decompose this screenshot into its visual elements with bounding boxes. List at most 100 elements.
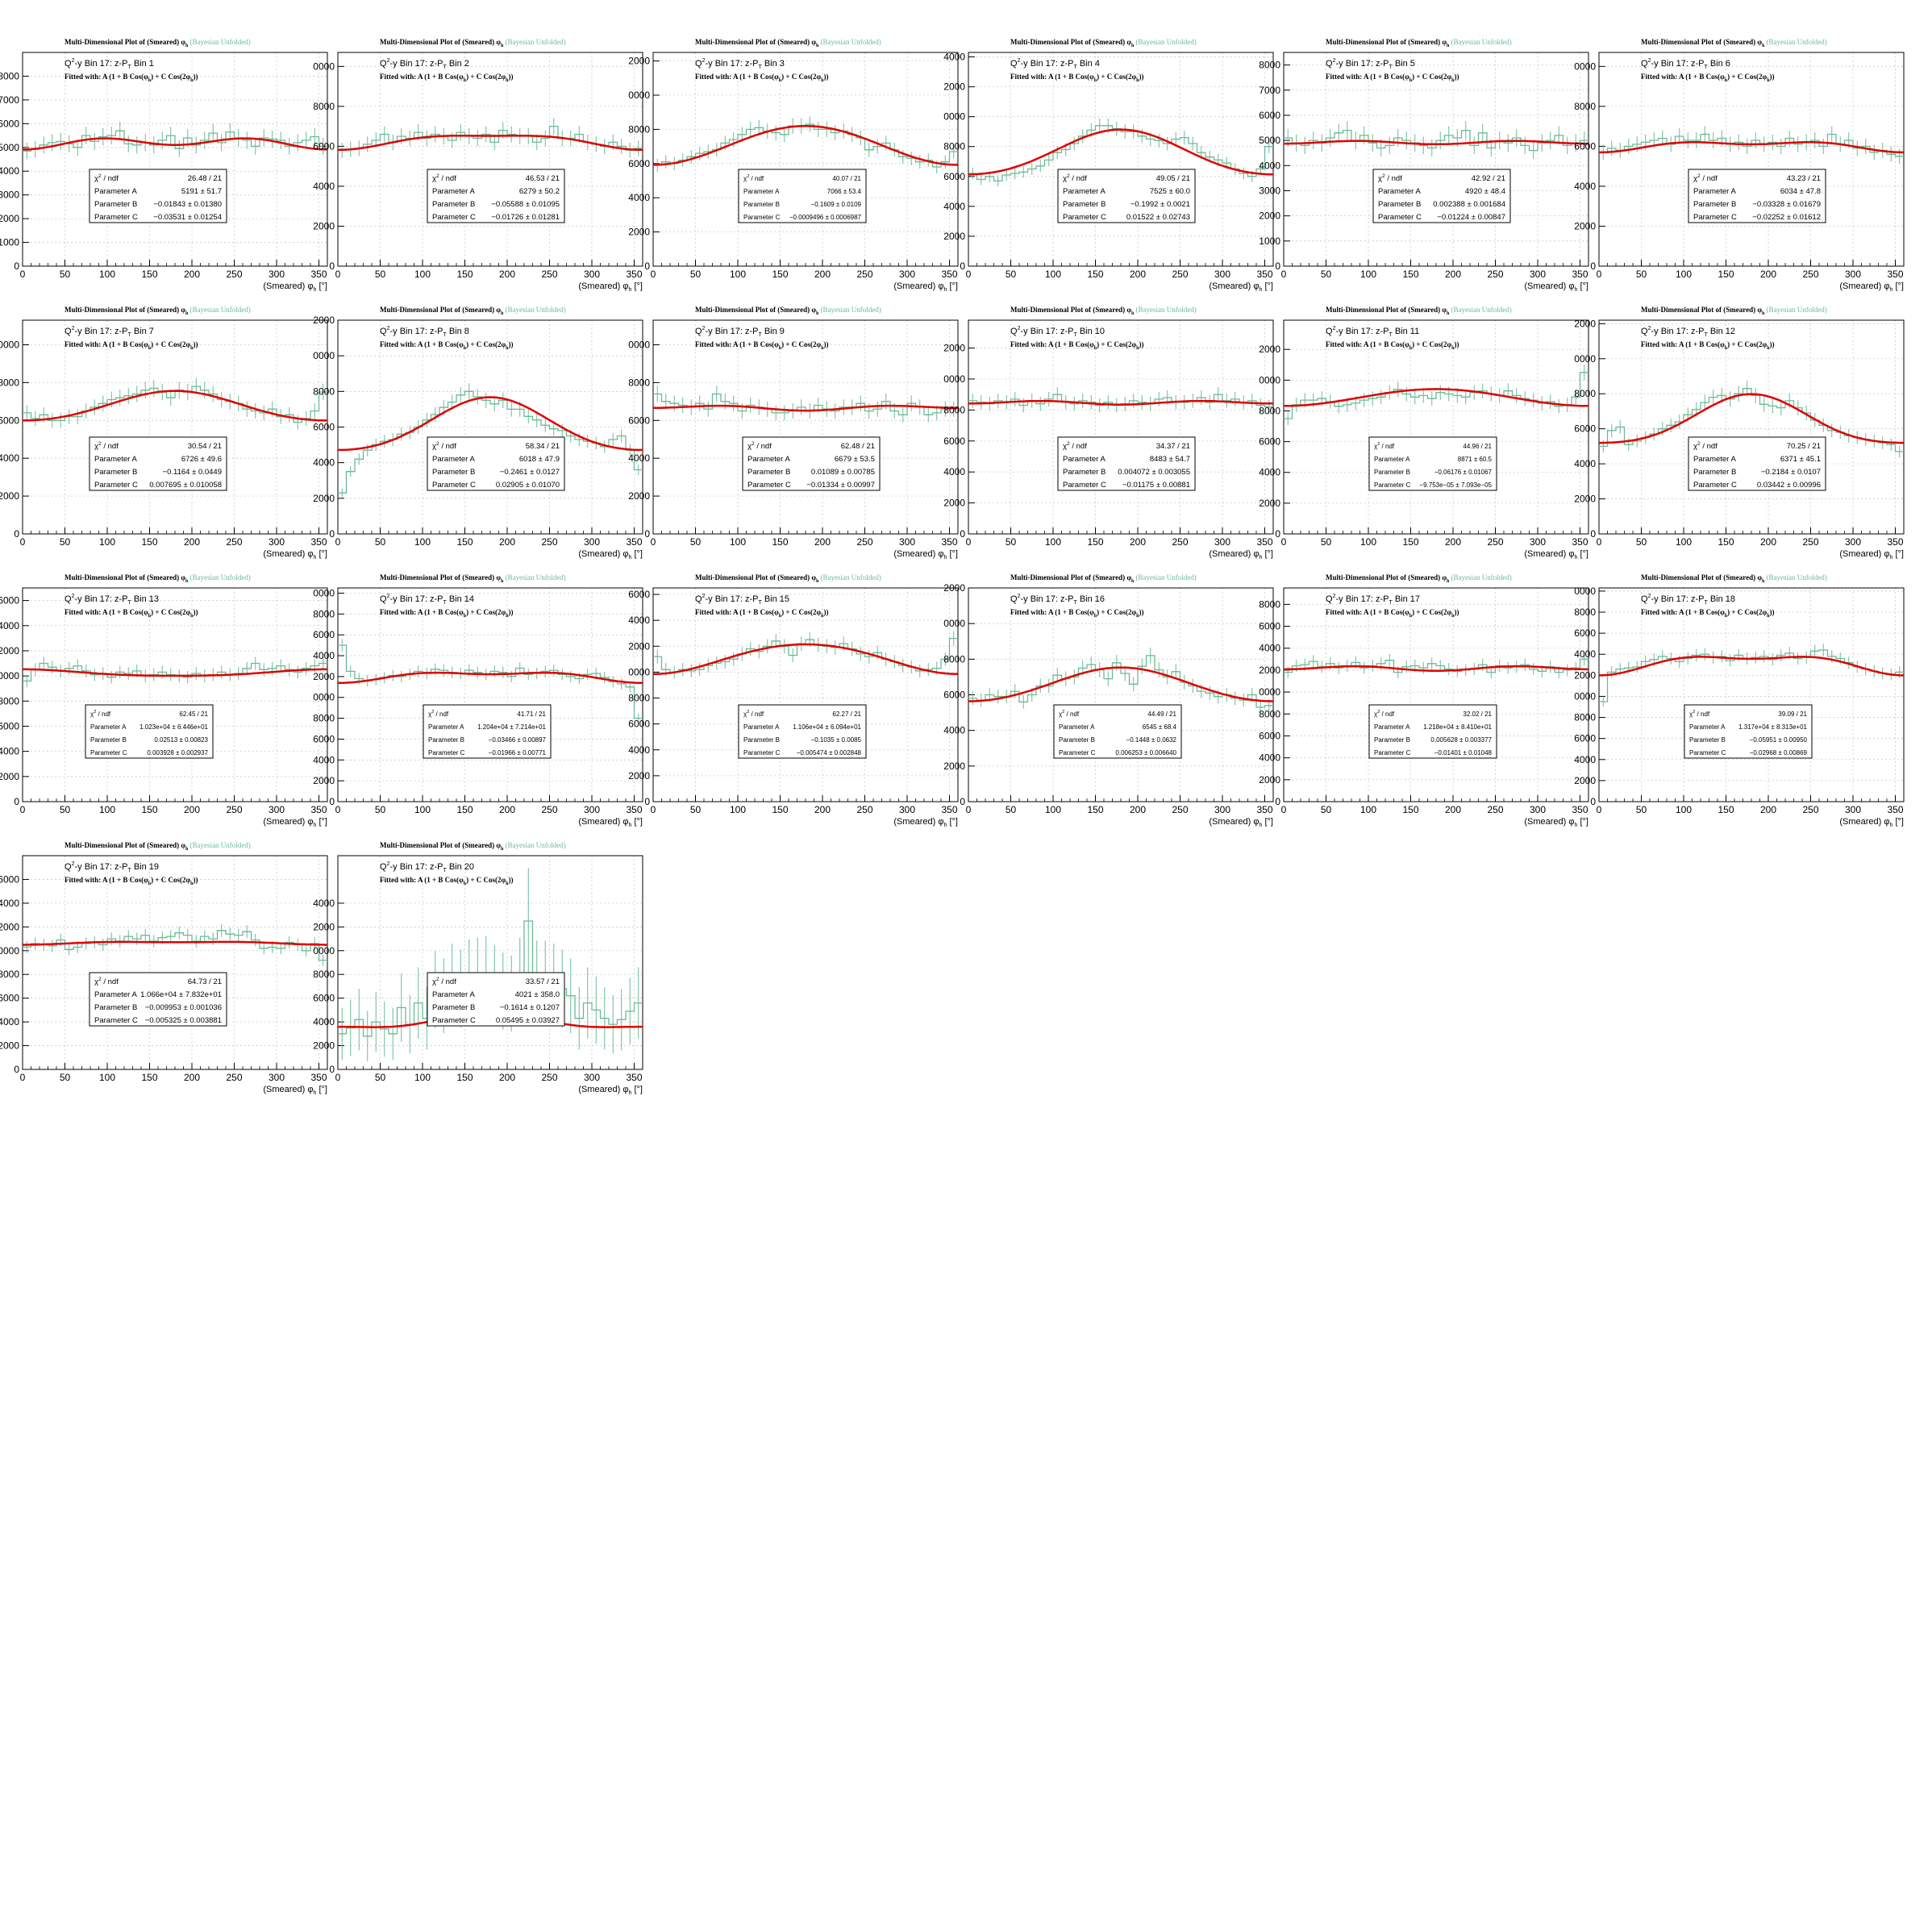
x-tick-label: 50 xyxy=(1321,269,1332,280)
x-tick-label: 50 xyxy=(1321,536,1332,548)
stats-box xyxy=(427,972,565,1027)
x-tick-label: 350 xyxy=(626,269,642,280)
param-c-row-label: Parameter C xyxy=(1063,213,1106,222)
x-axis-label: (Smeared) φh [°] xyxy=(1839,281,1904,293)
fit-curve xyxy=(1284,388,1588,407)
x-tick-label: 300 xyxy=(269,804,285,815)
plot-title: Multi-Dimensional Plot of (Smeared) φh (… xyxy=(1010,38,1197,48)
plot-frame xyxy=(652,52,959,267)
chi2-label: χ2 / ndf xyxy=(1059,710,1080,718)
x-tick-label: 150 xyxy=(141,1072,157,1083)
y-tick-label: 8000 xyxy=(313,608,335,619)
x-axis-label: (Smeared) φh [°] xyxy=(1209,549,1273,561)
y-tick-label: 4000 xyxy=(1574,754,1596,765)
x-tick-label: 150 xyxy=(456,804,473,815)
x-tick-label: 0 xyxy=(1281,536,1287,548)
y-tick-label: 0000 xyxy=(1574,690,1596,702)
chi2-label: χ2 / ndf xyxy=(94,977,119,986)
y-tick-label: 2000 xyxy=(313,220,335,231)
x-tick-label: 150 xyxy=(1402,536,1418,548)
x-axis-label: (Smeared) φh [°] xyxy=(893,549,958,561)
x-tick-label: 0 xyxy=(651,269,656,280)
chi2-row-value: 43.23 / 21 xyxy=(1787,174,1821,183)
param-b-row-label: Parameter B xyxy=(1374,736,1410,744)
plot-frame xyxy=(22,855,328,1070)
y-tick-label: 16000 xyxy=(0,595,19,606)
chi2-row-value: 39.09 / 21 xyxy=(1778,711,1807,718)
x-tick-label: 0 xyxy=(1597,536,1602,548)
x-tick-label: 350 xyxy=(626,804,642,815)
stats-box xyxy=(1688,169,1826,223)
y-tick-label: 0 xyxy=(14,528,19,540)
chi2-label: χ2 / ndf xyxy=(1693,173,1718,183)
x-tick-label: 350 xyxy=(1572,804,1588,815)
y-tick-label: 8000 xyxy=(943,404,965,415)
y-tick-label: 4000 xyxy=(0,746,19,757)
x-tick-label: 300 xyxy=(899,804,915,815)
param-c-row-value: −0.005474 ± 0.002848 xyxy=(797,749,862,756)
y-tick-label: 4000 xyxy=(313,457,335,469)
x-axis-label: (Smeared) φh [°] xyxy=(578,281,643,293)
y-tick-label: 8000 xyxy=(1574,606,1596,618)
plot-frame xyxy=(652,587,959,802)
plot-title: Multi-Dimensional Plot of (Smeared) φh (… xyxy=(1326,573,1512,584)
y-tick-label: 8000 xyxy=(0,969,19,980)
y-tick-label: 4000 xyxy=(313,181,335,192)
plot-title: Multi-Dimensional Plot of (Smeared) φh (… xyxy=(1641,38,1827,48)
histogram-series xyxy=(1284,372,1588,419)
x-tick-label: 200 xyxy=(1445,804,1461,815)
param-c-row-value: −0.0009496 ± 0.0006987 xyxy=(789,214,862,221)
plot-title: Multi-Dimensional Plot of (Smeared) φh (… xyxy=(1326,38,1512,48)
param-a-row-label: Parameter A xyxy=(1063,455,1105,464)
chi2-label: χ2 / ndf xyxy=(743,710,764,718)
x-tick-label: 50 xyxy=(1006,804,1017,815)
y-tick-label: 6000 xyxy=(313,629,335,640)
param-b-row-value: −0.1609 ± 0.0109 xyxy=(811,201,862,208)
param-c-row-label: Parameter C xyxy=(432,1016,476,1025)
y-tick-label: 7000 xyxy=(1259,85,1280,96)
x-tick-label: 150 xyxy=(141,269,157,280)
x-tick-label: 200 xyxy=(1130,269,1146,280)
x-tick-label: 200 xyxy=(1130,536,1146,548)
x-tick-label: 350 xyxy=(626,536,642,548)
stats-box xyxy=(1372,169,1511,223)
y-tick-label: 2000 xyxy=(313,671,335,682)
param-b-row-value: −0.06176 ± 0.01067 xyxy=(1434,469,1493,476)
x-tick-label: 50 xyxy=(1006,269,1017,280)
y-tick-label: 0000 xyxy=(1259,686,1280,698)
plot-panel-13: 0 2000 4000 6000 8000 10000 12000 14000 16000 0 50… xyxy=(0,573,328,828)
chi2-row-value: 62.45 / 21 xyxy=(179,711,208,718)
bin-label: Q2-y Bin 17: z-PT Bin 18 xyxy=(1641,594,1735,606)
param-a-row-label: Parameter A xyxy=(1693,187,1736,196)
chi2-row-value: 58.34 / 21 xyxy=(526,442,560,451)
x-tick-label: 0 xyxy=(1281,804,1287,815)
chi2-label: χ2 / ndf xyxy=(94,441,119,451)
stats-box xyxy=(1688,436,1826,491)
param-c-row-label: Parameter C xyxy=(94,481,138,490)
y-tick-label: 14000 xyxy=(0,898,19,909)
chi2-row-value: 44.96 / 21 xyxy=(1463,443,1492,450)
param-b-row-label: Parameter B xyxy=(90,736,127,744)
param-b-row-value: −0.03466 ± 0.00897 xyxy=(489,736,547,744)
histogram-series xyxy=(968,655,1273,708)
plot-title: Multi-Dimensional Plot of (Smeared) φh (… xyxy=(65,38,251,48)
y-tick-label: 4000 xyxy=(1259,752,1280,764)
plot-frame xyxy=(22,319,328,535)
param-b-row-label: Parameter B xyxy=(1059,736,1095,744)
x-tick-label: 350 xyxy=(941,804,957,815)
x-tick-label: 250 xyxy=(1172,804,1188,815)
param-c-row-label: Parameter C xyxy=(1693,213,1737,222)
y-tick-label: 6000 xyxy=(628,719,650,730)
param-b-row-label: Parameter B xyxy=(1378,200,1421,209)
x-axis-label: (Smeared) φh [°] xyxy=(1839,549,1904,561)
histogram-series xyxy=(23,130,327,152)
x-tick-label: 250 xyxy=(856,804,872,815)
plot-panel-10: 0 2000 4000 6000 8000 0000 2000 0 50 100 150 200 250… xyxy=(943,306,1274,561)
plot-panel-18: 0200040006000800000002000400060008000000… xyxy=(1574,573,1905,828)
fit-curve xyxy=(338,396,643,452)
bin-label: Q2-y Bin 17: z-PT Bin 3 xyxy=(695,58,785,70)
chi2-row-value: 62.48 / 21 xyxy=(841,442,875,451)
x-tick-label: 100 xyxy=(1045,269,1061,280)
y-tick-label: 2000 xyxy=(313,315,335,326)
